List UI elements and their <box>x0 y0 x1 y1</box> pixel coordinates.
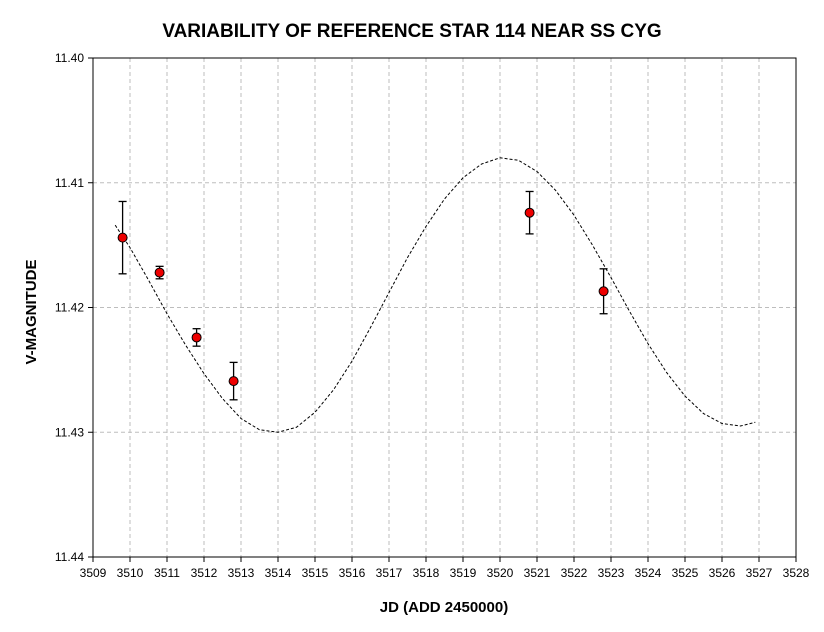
x-tick-label: 3518 <box>413 566 440 580</box>
x-tick-label: 3528 <box>783 566 810 580</box>
y-tick-label: 11.43 <box>55 425 84 439</box>
data-point-group <box>228 361 239 401</box>
x-tick-label: 3527 <box>746 566 773 580</box>
x-tick-label: 3522 <box>561 566 588 580</box>
data-point <box>598 286 609 297</box>
x-tick-label: 3521 <box>524 566 551 580</box>
x-tick-label: 3520 <box>487 566 514 580</box>
fit-curve-layer <box>114 157 756 433</box>
y-axis-ticks: 11.40 11.41 11.42 11.43 11.44 <box>55 51 93 564</box>
data-point <box>228 376 239 387</box>
x-axis-ticks: 3509 3510 3511 3512 3513 3514 3515 3516 3517 3518… <box>80 557 810 580</box>
x-tick-label: 3513 <box>228 566 255 580</box>
x-tick-label: 3510 <box>117 566 144 580</box>
x-tick-label: 3526 <box>709 566 736 580</box>
data-point-group <box>191 328 202 347</box>
x-tick-label: 3514 <box>265 566 292 580</box>
data-points-layer <box>117 190 609 401</box>
data-point <box>191 332 202 343</box>
data-point-group <box>117 200 128 275</box>
data-point <box>117 232 128 243</box>
y-tick-label: 11.42 <box>55 301 84 315</box>
x-tick-label: 3519 <box>450 566 477 580</box>
x-tick-label: 3509 <box>80 566 107 580</box>
x-tick-label: 3515 <box>302 566 329 580</box>
x-axis-label: JD (ADD 2450000) <box>380 599 508 616</box>
x-tick-label: 3517 <box>376 566 403 580</box>
fit-curve-line <box>114 157 756 433</box>
x-tick-label: 3523 <box>598 566 625 580</box>
y-tick-label: 11.41 <box>55 176 84 190</box>
x-tick-label: 3511 <box>154 566 180 580</box>
data-point-group <box>524 190 535 235</box>
x-tick-label: 3516 <box>339 566 366 580</box>
data-point <box>524 207 535 218</box>
grid <box>93 58 796 557</box>
data-point <box>154 267 165 278</box>
y-axis-label: V-MAGNITUDE <box>23 260 40 365</box>
chart-title: VARIABILITY OF REFERENCE STAR 114 NEAR S… <box>162 21 661 42</box>
data-point-group <box>598 268 609 315</box>
y-tick-label: 11.44 <box>55 550 84 564</box>
x-tick-label: 3525 <box>672 566 699 580</box>
x-tick-label: 3512 <box>191 566 218 580</box>
data-point-group <box>154 265 165 280</box>
y-tick-label: 11.40 <box>55 51 84 65</box>
x-tick-label: 3524 <box>635 566 662 580</box>
